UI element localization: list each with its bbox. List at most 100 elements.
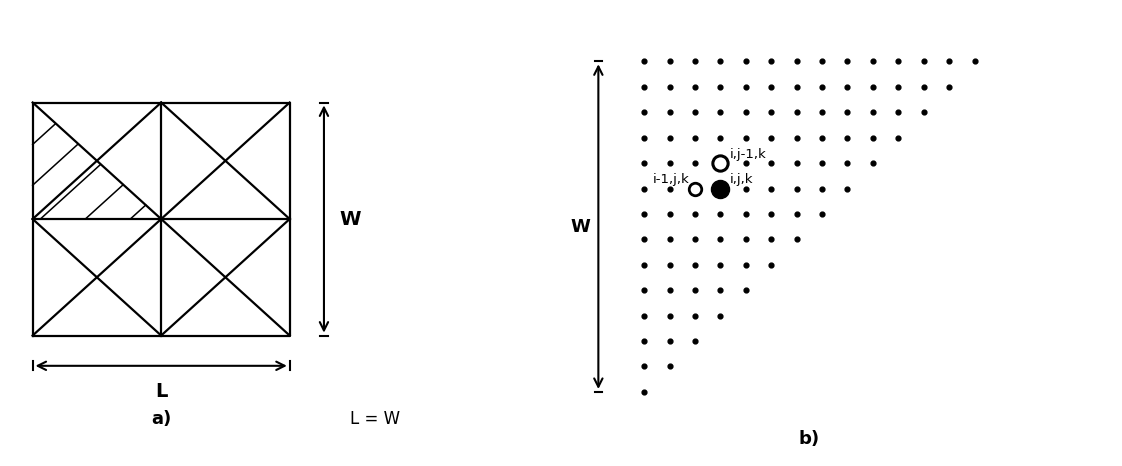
Point: [813, 83, 831, 90]
Point: [788, 159, 806, 167]
Point: [788, 185, 806, 192]
Point: [788, 109, 806, 116]
Point: [940, 83, 958, 90]
Point: [661, 236, 679, 243]
Point: [686, 287, 703, 294]
Point: [813, 134, 831, 141]
Point: [661, 58, 679, 65]
Point: [813, 210, 831, 218]
Point: [813, 159, 831, 167]
Point: [711, 236, 729, 243]
Text: b): b): [799, 430, 820, 448]
Point: [762, 210, 780, 218]
Point: [661, 83, 679, 90]
Point: [737, 159, 755, 167]
Point: [737, 109, 755, 116]
Point: [838, 83, 856, 90]
Point: [890, 83, 908, 90]
Point: [838, 109, 856, 116]
Point: [711, 287, 729, 294]
Point: [711, 83, 729, 90]
Point: [864, 159, 882, 167]
Point: [686, 83, 703, 90]
Point: [661, 363, 679, 370]
Point: [635, 134, 653, 141]
Point: [686, 58, 703, 65]
Point: [686, 236, 703, 243]
Point: [686, 109, 703, 116]
Point: [813, 109, 831, 116]
Point: [838, 185, 856, 192]
Point: [940, 58, 958, 65]
Point: [711, 312, 729, 319]
Point: [635, 185, 653, 192]
Point: [635, 388, 653, 396]
Text: i,j,k: i,j,k: [729, 173, 753, 186]
Point: [762, 159, 780, 167]
Point: [686, 159, 703, 167]
Point: [711, 261, 729, 268]
Point: [737, 134, 755, 141]
Point: [762, 109, 780, 116]
Point: [661, 134, 679, 141]
Point: [635, 159, 653, 167]
Point: [914, 109, 932, 116]
Point: [890, 109, 908, 116]
Text: i,j-1,k: i,j-1,k: [729, 148, 766, 161]
Point: [661, 337, 679, 345]
Point: [864, 58, 882, 65]
Point: [711, 58, 729, 65]
Point: [661, 109, 679, 116]
Point: [686, 134, 703, 141]
Point: [635, 83, 653, 90]
Point: [890, 58, 908, 65]
Point: [864, 109, 882, 116]
Point: [914, 58, 932, 65]
Point: [737, 287, 755, 294]
Point: [737, 185, 755, 192]
Point: [737, 236, 755, 243]
Point: [711, 134, 729, 141]
Point: [711, 159, 729, 167]
Point: [661, 185, 679, 192]
Point: [838, 58, 856, 65]
Point: [762, 185, 780, 192]
Point: [813, 58, 831, 65]
Point: [661, 210, 679, 218]
Point: [788, 236, 806, 243]
Point: [635, 210, 653, 218]
Point: [914, 83, 932, 90]
Point: [635, 236, 653, 243]
Point: [762, 58, 780, 65]
Point: [864, 83, 882, 90]
Point: [661, 312, 679, 319]
Point: [686, 185, 703, 192]
Text: L: L: [155, 382, 167, 401]
Point: [661, 261, 679, 268]
Point: [838, 134, 856, 141]
Point: [813, 185, 831, 192]
Point: [635, 109, 653, 116]
Point: [686, 337, 703, 345]
Point: [635, 363, 653, 370]
Point: [864, 134, 882, 141]
Point: [635, 261, 653, 268]
Point: [737, 261, 755, 268]
Point: [788, 58, 806, 65]
Point: [762, 83, 780, 90]
Point: [788, 83, 806, 90]
Point: [711, 210, 729, 218]
Point: [686, 210, 703, 218]
Point: [737, 58, 755, 65]
Point: [737, 83, 755, 90]
Point: [635, 312, 653, 319]
Point: [966, 58, 984, 65]
Point: [661, 159, 679, 167]
Text: i-1,j,k: i-1,j,k: [653, 173, 690, 186]
Text: W: W: [339, 210, 360, 228]
Point: [788, 134, 806, 141]
Point: [762, 134, 780, 141]
Text: W: W: [571, 218, 590, 236]
Point: [788, 210, 806, 218]
Text: a): a): [151, 410, 172, 428]
